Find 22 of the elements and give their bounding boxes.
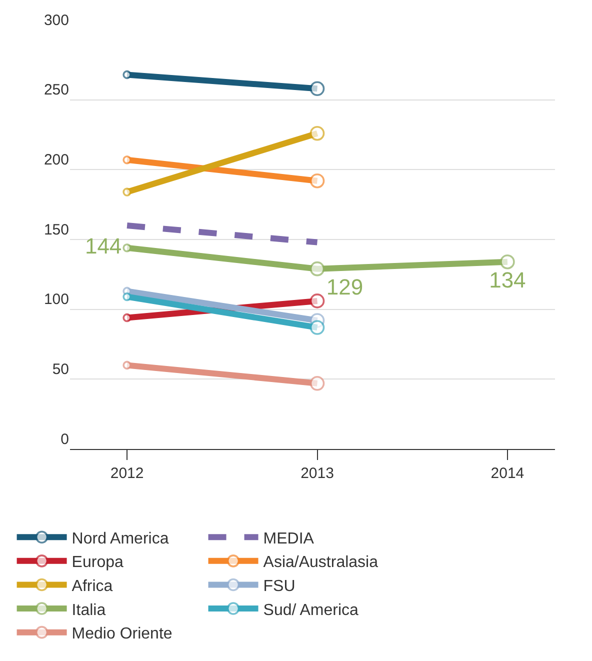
legend-label: Italia: [72, 602, 106, 619]
y-tick-label: 0: [60, 430, 69, 448]
data-label: 129: [326, 274, 364, 300]
legend-label: Asia/Australasia: [263, 554, 378, 572]
legend-label: Medio Oriente: [72, 626, 172, 643]
y-tick-label: 150: [44, 221, 69, 238]
x-tick-label: 2013: [300, 465, 334, 482]
y-tick-label: 200: [44, 151, 69, 168]
x-tick-label: 2012: [110, 465, 144, 482]
y-tick-label: 100: [44, 291, 69, 308]
x-tick-label: 2014: [490, 465, 524, 482]
legend-label: Sud/ America: [263, 602, 359, 619]
y-tick-label: 250: [44, 82, 69, 99]
y-tick-label: 50: [52, 360, 69, 378]
legend-label: Nord America: [72, 530, 169, 548]
data-label: 134: [489, 267, 526, 292]
legend-label: FSU: [263, 578, 296, 595]
legend-label: Europa: [72, 554, 124, 572]
y-tick-label: 300: [44, 12, 69, 29]
legend-label: MEDIA: [263, 530, 314, 548]
data-label: 144: [84, 233, 122, 258]
legend-label: Africa: [72, 578, 113, 595]
